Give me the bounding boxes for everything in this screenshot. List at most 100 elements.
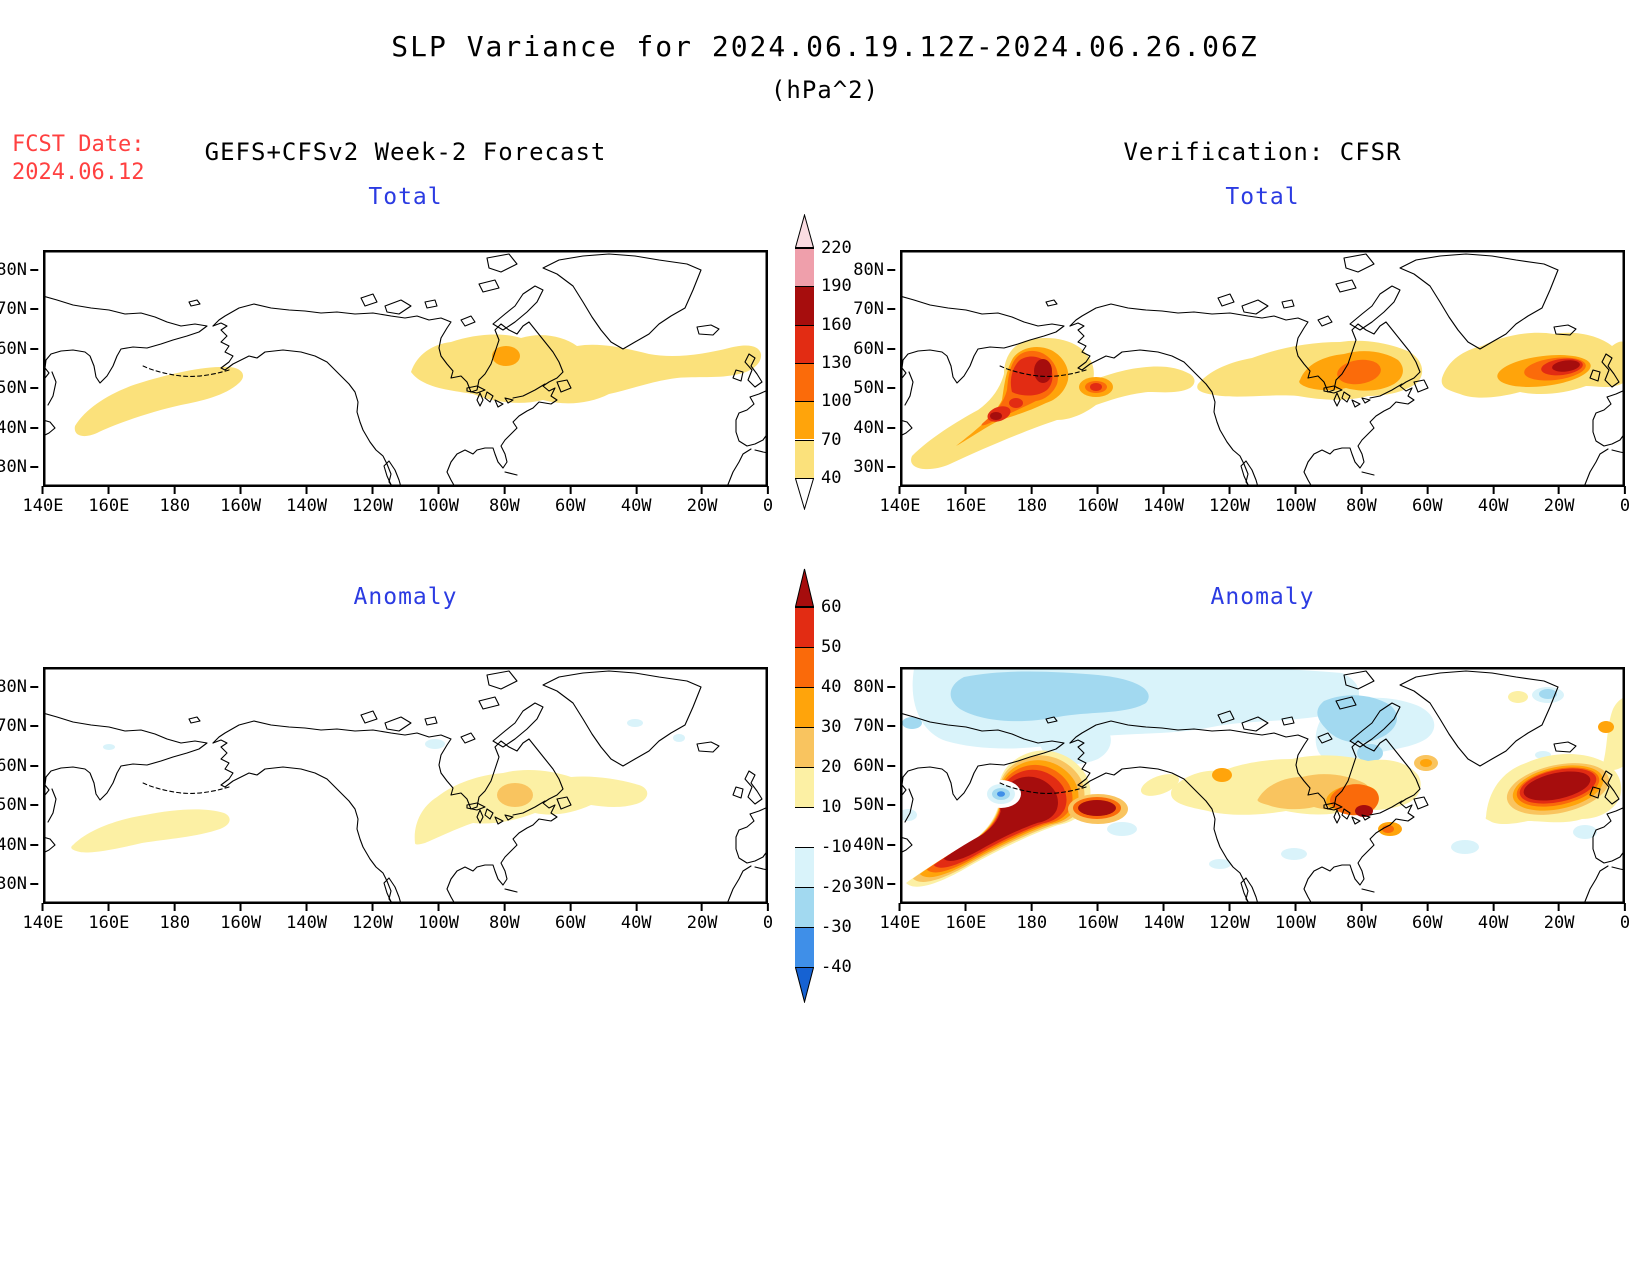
colorbar-tick-label-10: 10 [821,797,842,817]
total-colorbar: 220 190 160 130 100 70 40 [795,214,852,510]
x-tick-label-160W: 160W [1077,913,1119,933]
x-tick-label-160W: 160W [220,913,262,933]
map-border [900,250,1625,487]
x-tick-label-120W: 120W [1209,913,1250,933]
y-tick-label-30N: 30N [853,874,895,895]
y-tick-label-80N: 80N [0,677,38,697]
y-tick-label-30N: 30N [0,874,38,894]
fcst-date-value: 2024.06.12 [12,160,145,185]
x-tick-label-20W: 20W [686,496,718,516]
x-tick-label-160W: 160W [220,496,262,516]
map-verification-anomaly: 140E 160E 180 160W 140W 120W 100W 80W 60W 40W 20W 0… [853,667,1630,933]
colorbar-tick-label-50: 50 [821,637,842,657]
x-tick-label-180: 180 [1016,913,1048,933]
x-tick-label-180: 180 [159,496,191,516]
y-tick-label-40N: 40N [853,834,895,855]
colorbar-tick-label-40: 40 [821,677,842,697]
x-tick-label-100W: 100W [1275,913,1316,933]
colorbar-segment [795,927,814,967]
x-tick-label-60W: 60W [554,496,586,516]
x-tick-label-40W: 40W [1477,913,1509,933]
colorbar-segment [795,887,814,927]
x-tick-label-140W: 140W [286,496,328,516]
colorbar-segment [795,286,814,325]
map-verification-total-plot [900,250,1625,487]
colorbar-tick-label--40: -40 [821,957,852,977]
x-tick-label-120W: 120W [352,496,393,516]
x-tick-label-140W: 140W [286,913,328,933]
colorbar-tick-label-60: 60 [821,597,842,617]
colorbar-arrow-down [795,477,814,510]
colorbar-segment [795,439,814,478]
colorbar-segment [795,767,814,807]
y-tick-label-50N: 50N [0,378,38,398]
colorbar-segment [795,362,814,402]
x-tick-label-140E: 140E [879,913,921,933]
x-tick-label-100W: 100W [1275,496,1316,516]
x-tick-label-160E: 160E [88,913,130,933]
map-forecast-anomaly: 140E 160E 180 160W 140W 120W 100W 80W 60W 40W 20W 0… [0,667,773,933]
y-tick-label-80N: 80N [0,260,38,280]
panel-title-forecast-total: Total [368,184,443,210]
colorbar-arrow-up [795,568,814,607]
x-tick-label-120W: 120W [1209,496,1250,516]
y-tick-label-50N: 50N [853,378,895,399]
x-tick-label-100W: 100W [418,496,459,516]
colorbar-arrow-up [795,214,814,248]
x-tick-label-160E: 160E [945,496,987,516]
y-tick-label-50N: 50N [853,795,895,816]
contour-fills-forecast-total [74,334,762,437]
y-tick-label-70N: 70N [0,716,38,736]
x-tick-label-60W: 60W [554,913,586,933]
x-tick-label-0: 0 [1619,913,1631,933]
y-tick-label-60N: 60N [853,338,895,359]
x-tick-label-60W: 60W [1411,496,1443,516]
left-column-header: GEFS+CFSv2 Week-2 Forecast [204,138,607,166]
figure-units-subtitle: (hPa^2) [770,76,880,104]
x-tick-label-80W: 80W [1346,496,1377,516]
x-tick-label-40W: 40W [1477,496,1509,516]
map-verification-anomaly-plot [900,667,1625,904]
x-tick-label-120W: 120W [352,913,393,933]
contour-fills-verification-total [911,332,1625,470]
y-tick-label-40N: 40N [0,835,38,855]
colorbar-tick-label-20: 20 [821,757,842,777]
colorbar-tick-label-70: 70 [821,429,842,450]
fcst-date-label: FCST Date: [12,132,145,157]
panel-title-verification-total: Total [1225,184,1300,210]
x-tick-label-20W: 20W [1543,913,1575,933]
colorbar-tick-label-100: 100 [821,391,852,412]
y-tick-label-30N: 30N [0,457,38,477]
x-tick-label-80W: 80W [489,496,520,516]
right-column-header: Verification: CFSR [1123,138,1402,166]
x-tick-label-80W: 80W [489,913,520,933]
panel-title-forecast-anomaly: Anomaly [353,584,458,610]
colorbar-tick-label--30: -30 [821,917,852,937]
map-forecast-anomaly-plot [43,667,768,904]
x-tick-label-180: 180 [159,913,191,933]
colorbar-tick-label-160: 160 [821,314,852,335]
anomaly-colorbar: 60 50 40 30 20 10 -10 -20 -30 -40 [795,568,852,1003]
x-tick-label-40W: 40W [620,913,652,933]
x-tick-label-0: 0 [762,913,774,933]
x-tick-label-100W: 100W [418,913,459,933]
x-tick-label-180: 180 [1016,496,1048,516]
x-tick-label-20W: 20W [1543,496,1575,516]
contour-fills-verification-anomaly [900,667,1625,887]
colorbar-tick-label--10: -10 [821,837,852,857]
y-tick-label-70N: 70N [0,299,38,319]
colorbar-segment [795,847,814,887]
x-tick-label-160E: 160E [945,913,987,933]
colorbar-tick-label-190: 190 [821,276,852,297]
x-tick-label-0: 0 [762,496,774,516]
colorbar-segment [795,248,814,287]
y-tick-label-60N: 60N [853,755,895,776]
x-tick-label-140E: 140E [22,496,64,516]
x-tick-label-40W: 40W [620,496,652,516]
x-tick-label-80W: 80W [1346,913,1377,933]
fcst-date-block: FCST Date: 2024.06.12 [12,131,144,187]
x-tick-label-140W: 140W [1143,496,1185,516]
colorbar-segment [795,727,814,767]
colorbar-tick-label-130: 130 [821,352,852,373]
